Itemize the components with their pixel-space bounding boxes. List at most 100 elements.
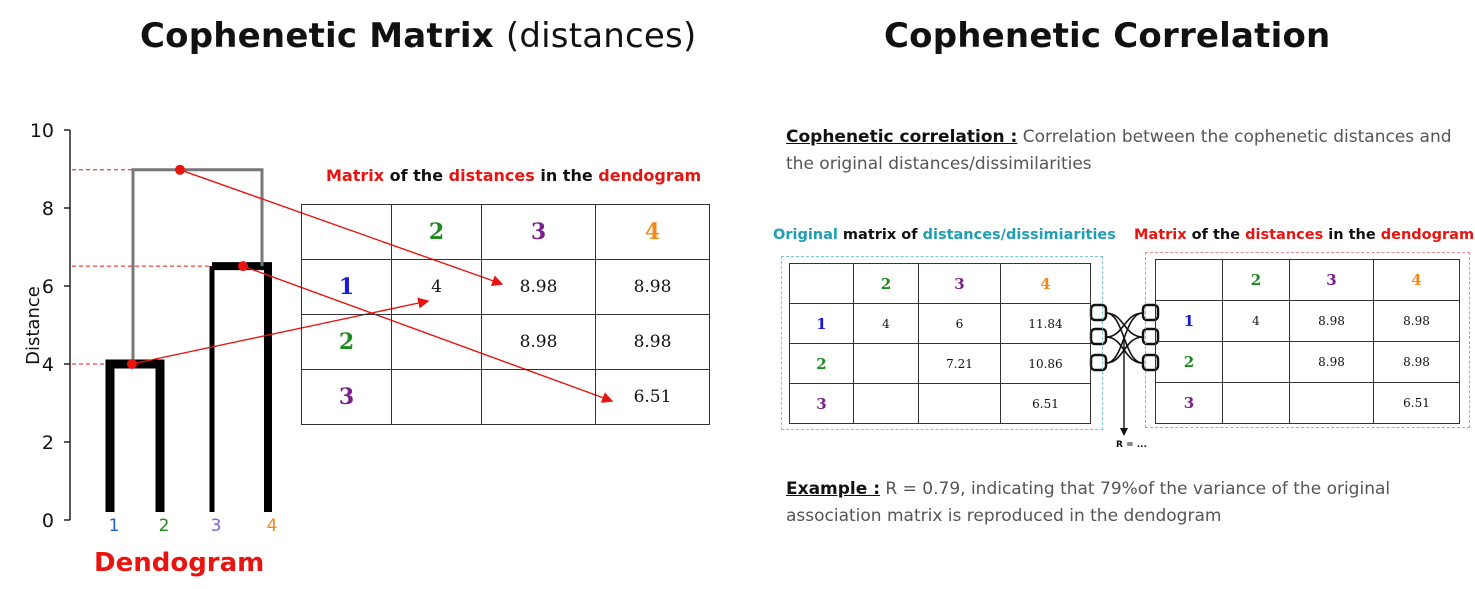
- matrix-corner: [1155, 259, 1223, 301]
- matrix-cell: 8.98: [1289, 341, 1374, 383]
- caption-word: Original: [773, 227, 838, 243]
- caption-word: dendogram: [1380, 227, 1475, 243]
- caption-word: distances: [1245, 227, 1324, 243]
- col-header: 3: [918, 263, 1001, 304]
- matrix-cell: 8.98: [481, 314, 596, 370]
- matrix-cell: 8.98: [1373, 341, 1460, 383]
- row-header: 1: [301, 259, 392, 315]
- example-text: R = 0.79, indicating that 79%of the vari…: [786, 479, 1391, 526]
- matrix-cell: [853, 343, 919, 384]
- matrix-cell: 4: [1222, 300, 1290, 342]
- matrix-cell: [481, 369, 596, 425]
- matrix-cell: [1289, 382, 1374, 424]
- matrix-cell: [918, 383, 1001, 424]
- col-header: 4: [1000, 263, 1091, 304]
- merge-point: [127, 359, 137, 369]
- matrix-cell: 7.21: [918, 343, 1001, 384]
- col-header: 4: [1373, 259, 1460, 301]
- connector-curve: [1105, 312, 1144, 338]
- dendrogram-branch: [131, 168, 264, 364]
- dendrogram-tree: 1 2 3 4: [105, 168, 278, 536]
- matrix-cell: [1222, 341, 1290, 383]
- matrix-corner: [789, 263, 854, 304]
- dendrogram-guides: [72, 169, 212, 365]
- dendrogram-branch: [212, 262, 272, 512]
- matrix-cell: 8.98: [595, 259, 710, 315]
- example-term: Example :: [786, 479, 881, 499]
- matrix-cell: 6.51: [1000, 383, 1091, 424]
- correlation-connector: [1089, 303, 1160, 436]
- matrix-cell: [391, 314, 482, 370]
- col-header: 3: [481, 204, 596, 260]
- caption-word: in the: [1323, 227, 1381, 243]
- row-header: 2: [789, 343, 854, 384]
- original-matrix-frame: [781, 256, 1103, 430]
- matrix-cell: [1222, 382, 1290, 424]
- matrix-cell: 8.98: [595, 314, 710, 370]
- col-header: 2: [391, 204, 482, 260]
- definition-term: Cophenetic correlation :: [786, 127, 1018, 147]
- main-matrix-caption: Matrix of the distances in the dendogram: [326, 166, 701, 185]
- connector-arrowhead: [1120, 428, 1128, 436]
- matrix-corner: [301, 204, 392, 260]
- y-tick-label: 8: [42, 198, 54, 220]
- matrix-cell: 6.51: [595, 369, 710, 425]
- title-cophenetic-matrix: Cophenetic Matrix (distances): [140, 16, 696, 56]
- caption-word: Matrix: [1134, 227, 1187, 243]
- dendrogram-label: Dendogram: [94, 548, 265, 578]
- original-matrix-caption: Original matrix of distances/dissimiarit…: [773, 227, 1116, 243]
- matrix-cell: 11.84: [1000, 303, 1091, 344]
- matrix-cell: 4: [853, 303, 919, 344]
- caption-word: of the: [1186, 227, 1246, 243]
- r-label: R = ...: [1116, 440, 1147, 450]
- matrix-cell: 6.51: [1373, 382, 1460, 424]
- merge-point: [175, 164, 185, 175]
- col-header: 4: [595, 204, 710, 260]
- merge-point: [238, 261, 248, 272]
- matrix-cell: [853, 383, 919, 424]
- col-header: 3: [1289, 259, 1374, 301]
- dendo-matrix-frame: [1145, 252, 1470, 428]
- caption-word: of the: [384, 166, 449, 185]
- row-header: 3: [789, 383, 854, 424]
- matrix-cell: 8.98: [1373, 300, 1460, 342]
- col-header: 2: [853, 263, 919, 304]
- dendo-matrix-table: 2 3 4 1 4 8.98 8.98 2 8.98 8.98 3 6.51: [1155, 259, 1460, 424]
- leaf-label: 2: [159, 516, 170, 536]
- caption-word: distances/dissimiarities: [922, 227, 1116, 243]
- leaf-label: 1: [109, 516, 120, 536]
- matrix-cell: 10.86: [1000, 343, 1091, 384]
- dendrogram-axis: 0 2 4 6 8 10: [30, 120, 71, 532]
- caption-word: matrix of: [837, 227, 923, 243]
- caption-word: distances: [448, 166, 535, 185]
- matrix-cell: 4: [391, 259, 482, 315]
- y-tick-label: 10: [30, 120, 54, 142]
- matrix-cell: 8.98: [1289, 300, 1374, 342]
- original-matrix-table: 2 3 4 1 4 6 11.84 2 7.21 10.86 3 6.51: [789, 263, 1091, 424]
- example-paragraph: Example : R = 0.79, indicating that 79%o…: [786, 476, 1446, 530]
- row-header: 3: [1155, 382, 1223, 424]
- dendrogram-branch: [105, 359, 165, 512]
- leaf-label: 4: [267, 516, 278, 536]
- caption-word: Matrix: [326, 166, 385, 185]
- dendo-matrix-caption: Matrix of the distances in the dendogram: [1134, 227, 1474, 243]
- row-header: 1: [789, 303, 854, 344]
- col-header: 2: [1222, 259, 1290, 301]
- row-header: 2: [1155, 341, 1223, 383]
- y-tick-label: 6: [42, 276, 54, 298]
- cophenetic-matrix-table: 2 3 4 1 4 8.98 8.98 2 8.98 8.98 3 6.51: [301, 204, 710, 425]
- matrix-cell: [391, 369, 482, 425]
- caption-word: in the: [534, 166, 599, 185]
- y-axis-label: Distance: [22, 286, 44, 365]
- y-tick-label: 4: [42, 354, 54, 376]
- y-tick-label: 2: [42, 432, 54, 454]
- row-header: 3: [301, 369, 392, 425]
- row-header: 1: [1155, 300, 1223, 342]
- title-paren: (distances): [505, 16, 697, 56]
- y-tick-label: 0: [42, 510, 54, 532]
- row-header: 2: [301, 314, 392, 370]
- leaf-label: 3: [211, 516, 222, 536]
- definition-text: Correlation between the cophenetic dista…: [786, 127, 1452, 174]
- definition-paragraph: Cophenetic correlation : Correlation bet…: [786, 124, 1456, 178]
